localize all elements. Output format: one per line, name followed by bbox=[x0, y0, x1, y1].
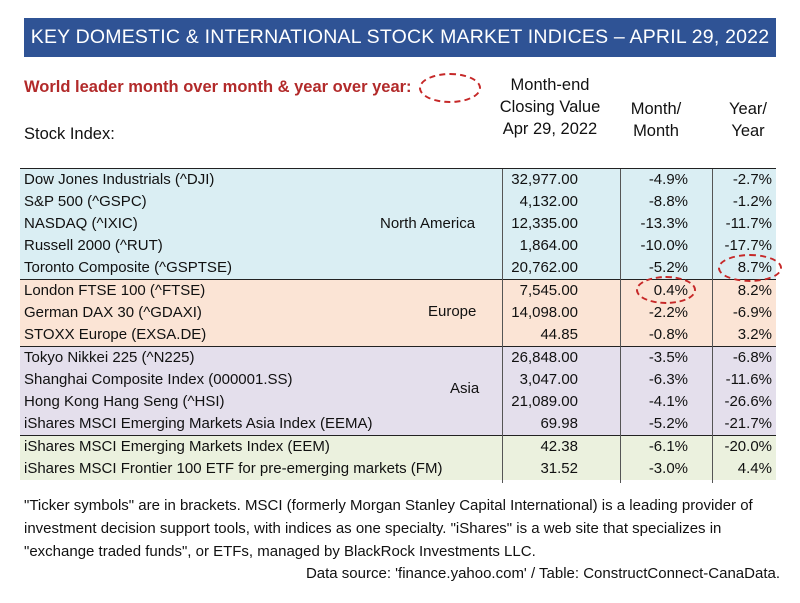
index-name: London FTSE 100 (^FTSE) bbox=[24, 282, 206, 299]
region-label-eu: Europe bbox=[428, 303, 477, 320]
table-row: Shanghai Composite Index (000001.SS) 3,04… bbox=[20, 369, 776, 391]
table-row: Dow Jones Industrials (^DJI) 32,977.00 -4.… bbox=[20, 169, 776, 191]
table-row: Russell 2000 (^RUT) 1,864.00 -10.0% -17.7% bbox=[20, 235, 776, 257]
region-label-na: North America bbox=[380, 215, 476, 232]
month-over-month-value: -4.1% bbox=[648, 393, 688, 410]
table-row: NASDAQ (^IXIC) 12,335.00 -13.3% -11.7% bbox=[20, 213, 776, 235]
year-over-year-value: 8.2% bbox=[737, 282, 772, 299]
header-yoy-line2: Year bbox=[731, 122, 765, 140]
world-leader-highlight bbox=[718, 254, 782, 282]
chart-title-banner: KEY DOMESTIC & INTERNATIONAL STOCK MARKE… bbox=[24, 18, 776, 57]
year-over-year-value: -17.7% bbox=[724, 237, 772, 254]
month-over-month-value: -3.5% bbox=[648, 349, 688, 366]
closing-value: 42.38 bbox=[540, 438, 578, 455]
year-over-year-value: -21.7% bbox=[724, 415, 772, 432]
month-over-month-value: -13.3% bbox=[640, 215, 688, 232]
closing-value: 69.98 bbox=[540, 415, 578, 432]
table-row: iShares MSCI Frontier 100 ETF for pre-em… bbox=[20, 458, 776, 480]
header-closing-line3: Apr 29, 2022 bbox=[502, 120, 598, 138]
year-over-year-value: -2.7% bbox=[732, 171, 772, 188]
closing-value: 3,047.00 bbox=[519, 371, 578, 388]
year-over-year-value: -11.6% bbox=[725, 371, 772, 388]
year-over-year-value: 4.4% bbox=[737, 460, 772, 477]
index-name: Hong Kong Hang Seng (^HSI) bbox=[24, 393, 225, 410]
region-label-asia: Asia bbox=[450, 380, 480, 397]
month-over-month-value: -5.2% bbox=[648, 415, 688, 432]
table-row: STOXX Europe (EXSA.DE) 44.85 -0.8% 3.2% bbox=[20, 324, 776, 346]
closing-value: 26,848.00 bbox=[511, 349, 578, 366]
month-over-month-value: -6.3% bbox=[648, 371, 688, 388]
column-divider bbox=[620, 169, 621, 483]
month-over-month-value: -0.8% bbox=[648, 326, 688, 343]
index-name: German DAX 30 (^GDAXI) bbox=[24, 304, 202, 321]
index-name: Toronto Composite (^GSPTSE) bbox=[24, 259, 232, 276]
header-mom-line2: Month bbox=[633, 122, 679, 140]
index-name: Russell 2000 (^RUT) bbox=[24, 237, 163, 254]
month-over-month-value: -10.0% bbox=[640, 237, 688, 254]
year-over-year-value: -20.0% bbox=[724, 438, 772, 455]
header-closing-line2: Closing Value bbox=[499, 98, 601, 116]
world-leader-note: World leader month over month & year ove… bbox=[24, 78, 412, 96]
closing-value: 44.85 bbox=[540, 326, 578, 343]
indices-table: Dow Jones Industrials (^DJI) 32,977.00 -4.… bbox=[20, 168, 782, 483]
index-name: iShares MSCI Emerging Markets Index (EEM… bbox=[24, 438, 330, 455]
table-row: Hong Kong Hang Seng (^HSI) 21,089.00 -4.1%… bbox=[20, 391, 776, 413]
closing-value: 32,977.00 bbox=[511, 171, 578, 188]
month-over-month-value: -2.2% bbox=[648, 304, 688, 321]
header-mom-line1: Month/ bbox=[630, 100, 682, 118]
table-row: iShares MSCI Emerging Markets Asia Index… bbox=[20, 413, 776, 435]
closing-value: 1,864.00 bbox=[519, 237, 578, 254]
closing-value: 21,089.00 bbox=[511, 393, 578, 410]
world-leader-highlight bbox=[636, 276, 696, 304]
header-month-over-month: Month/ Month bbox=[616, 98, 696, 142]
year-over-year-value: -11.7% bbox=[725, 215, 772, 232]
closing-value: 4,132.00 bbox=[519, 193, 578, 210]
index-name: S&P 500 (^GSPC) bbox=[24, 193, 147, 210]
table-row: German DAX 30 (^GDAXI) 14,098.00 -2.2% -6.9… bbox=[20, 302, 776, 324]
column-divider bbox=[502, 169, 503, 483]
year-over-year-value: -6.8% bbox=[732, 349, 772, 366]
index-name: Shanghai Composite Index (000001.SS) bbox=[24, 371, 293, 388]
index-name: Tokyo Nikkei 225 (^N225) bbox=[24, 349, 195, 366]
header-yoy-line1: Year/ bbox=[729, 100, 767, 118]
highlight-legend-ellipse bbox=[419, 73, 481, 103]
chart-title: KEY DOMESTIC & INTERNATIONAL STOCK MARKE… bbox=[30, 26, 770, 48]
year-over-year-value: -6.9% bbox=[732, 304, 772, 321]
closing-value: 7,545.00 bbox=[519, 282, 578, 299]
month-over-month-value: -3.0% bbox=[648, 460, 688, 477]
month-over-month-value: -4.9% bbox=[648, 171, 688, 188]
year-over-year-value: -1.2% bbox=[732, 193, 772, 210]
column-divider bbox=[712, 169, 713, 483]
index-name: Dow Jones Industrials (^DJI) bbox=[24, 171, 215, 188]
year-over-year-value: 3.2% bbox=[737, 326, 772, 343]
month-over-month-value: -8.8% bbox=[648, 193, 688, 210]
closing-value: 14,098.00 bbox=[511, 304, 578, 321]
index-name: NASDAQ (^IXIC) bbox=[24, 215, 138, 232]
month-over-month-value: -6.1% bbox=[648, 438, 688, 455]
index-name: iShares MSCI Emerging Markets Asia Index… bbox=[24, 415, 373, 432]
month-over-month-value: -5.2% bbox=[648, 259, 688, 276]
table-row: S&P 500 (^GSPC) 4,132.00 -8.8% -1.2% bbox=[20, 191, 776, 213]
year-over-year-value: -26.6% bbox=[724, 393, 772, 410]
header-closing-value: Month-end Closing Value Apr 29, 2022 bbox=[494, 74, 606, 140]
footnote: "Ticker symbols" are in brackets. MSCI (… bbox=[24, 497, 753, 560]
closing-value: 12,335.00 bbox=[511, 215, 578, 232]
header-closing-line1: Month-end bbox=[510, 76, 590, 94]
table-row: Tokyo Nikkei 225 (^N225) 26,848.00 -3.5% -6… bbox=[20, 346, 776, 369]
index-name: iShares MSCI Frontier 100 ETF for pre-em… bbox=[24, 460, 443, 477]
header-year-over-year: Year/ Year bbox=[716, 98, 780, 142]
closing-value: 31.52 bbox=[540, 460, 578, 477]
header-stock-index: Stock Index: bbox=[24, 125, 115, 143]
closing-value: 20,762.00 bbox=[511, 259, 578, 276]
data-source: Data source: 'finance.yahoo.com' / Table… bbox=[305, 565, 780, 582]
index-name: STOXX Europe (EXSA.DE) bbox=[24, 326, 207, 343]
table-row: iShares MSCI Emerging Markets Index (EEM… bbox=[20, 435, 776, 458]
